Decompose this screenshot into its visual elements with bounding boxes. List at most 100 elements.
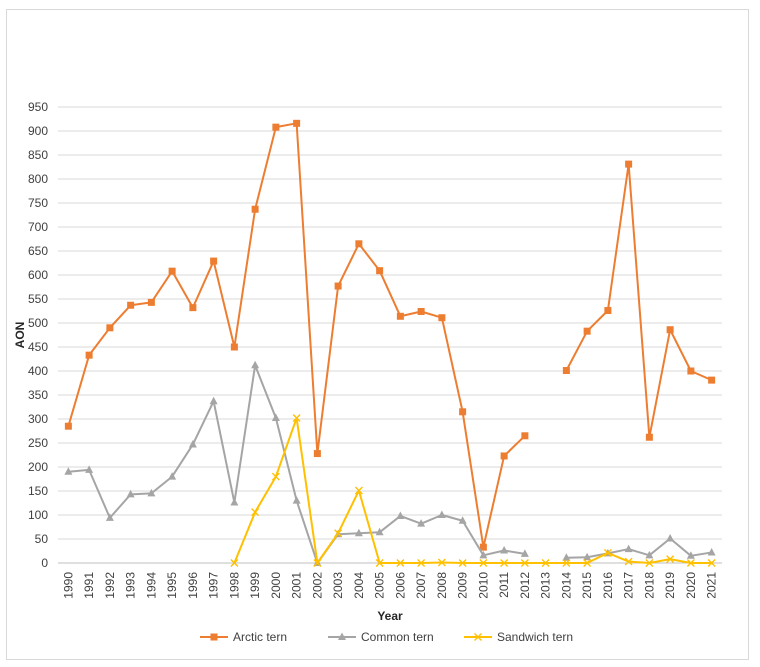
- x-tick-label: 1992: [103, 572, 117, 599]
- gridlines: [58, 106, 722, 564]
- data-point: [376, 267, 384, 275]
- y-tick-label: 400: [28, 364, 48, 378]
- data-point: [583, 327, 591, 335]
- data-point: [85, 351, 93, 359]
- data-point: [188, 439, 197, 448]
- x-axis-ticks: 1990 1991 1992 1993 1994 1995 1996 1997 1998 1999…: [61, 572, 718, 599]
- y-tick-label: 250: [28, 436, 48, 450]
- y-tick-label: 600: [28, 268, 48, 282]
- data-point: [666, 555, 675, 564]
- series-group: [64, 119, 716, 567]
- data-point: [500, 452, 508, 460]
- data-point: [251, 205, 259, 213]
- data-point: [147, 298, 155, 306]
- y-tick-label: 350: [28, 388, 48, 402]
- data-point: [251, 508, 260, 517]
- data-point: [168, 472, 177, 480]
- data-point: [583, 559, 592, 567]
- x-tick-label: 1995: [165, 572, 179, 599]
- x-tick-label: 2005: [373, 572, 387, 599]
- x-tick-label: 2011: [497, 572, 511, 598]
- x-tick-label: 1998: [227, 572, 241, 599]
- x-tick-label: 2018: [642, 572, 656, 599]
- series-line: [233, 417, 712, 564]
- legend-item: Arctic tern: [200, 630, 287, 644]
- data-point: [355, 240, 363, 248]
- x-tick-label: 1999: [248, 572, 262, 599]
- data-point: [209, 396, 218, 405]
- legend-label: Sandwich tern: [497, 630, 573, 644]
- y-tick-label: 750: [28, 196, 48, 210]
- y-tick-label: 700: [28, 220, 48, 234]
- data-point: [479, 559, 488, 567]
- y-tick-label: 300: [28, 412, 48, 426]
- x-tick-label: 2004: [352, 572, 366, 599]
- data-point: [686, 551, 695, 559]
- data-point: [500, 559, 509, 567]
- x-tick-label: 2013: [539, 572, 553, 599]
- y-tick-label: 850: [28, 148, 48, 162]
- data-point: [230, 498, 239, 506]
- y-tick-label: 550: [28, 292, 48, 306]
- data-point: [459, 408, 467, 416]
- data-point: [645, 559, 654, 567]
- x-tick-label: 2016: [601, 572, 615, 599]
- x-tick-label: 1993: [124, 572, 138, 599]
- x-tick-label: 1996: [186, 572, 200, 599]
- y-tick-label: 450: [28, 340, 48, 354]
- data-point: [686, 559, 695, 567]
- series-line: [565, 163, 713, 439]
- x-tick-label: 1991: [82, 572, 96, 599]
- data-point: [293, 119, 301, 127]
- y-tick-label: 900: [28, 124, 48, 138]
- y-tick-label: 150: [28, 484, 48, 498]
- data-point: [520, 549, 529, 557]
- data-point: [64, 422, 72, 430]
- series-sandwich-tern: [230, 414, 716, 567]
- data-point: [708, 376, 716, 384]
- data-point: [707, 547, 716, 556]
- series-line: [67, 122, 526, 549]
- x-tick-label: 2006: [393, 572, 407, 599]
- data-point: [189, 304, 197, 312]
- legend: Arctic tern Common tern Sandwich tern: [200, 630, 573, 644]
- data-point: [313, 450, 321, 458]
- data-point: [666, 326, 674, 334]
- data-point: [334, 529, 343, 538]
- data-point: [272, 123, 280, 131]
- data-point: [583, 552, 592, 561]
- y-axis-ticks: 0 50 100 150 200 250 300 350 400 450 500 550 600 650 7…: [28, 100, 48, 570]
- x-tick-label: 1997: [207, 572, 221, 599]
- data-point: [417, 307, 425, 315]
- y-tick-label: 800: [28, 172, 48, 186]
- x-axis-title: Year: [377, 609, 403, 623]
- y-tick-label: 50: [35, 532, 49, 546]
- series-common-tern: [64, 360, 716, 566]
- data-point: [458, 559, 467, 567]
- x-tick-label: 2010: [476, 572, 490, 599]
- y-tick-label: 100: [28, 508, 48, 522]
- data-point: [375, 559, 384, 567]
- data-point: [230, 343, 238, 351]
- data-point: [625, 160, 633, 168]
- x-tick-label: 2007: [414, 572, 428, 599]
- series-arctic-tern: [64, 119, 716, 551]
- data-point: [458, 516, 467, 524]
- legend-label: Arctic tern: [233, 630, 287, 644]
- data-point: [645, 550, 654, 559]
- data-point: [354, 486, 363, 495]
- data-point: [85, 465, 94, 473]
- data-point: [479, 550, 488, 559]
- data-point: [292, 414, 301, 423]
- y-tick-label: 950: [28, 100, 48, 114]
- data-point: [562, 559, 571, 567]
- legend-item: Common tern: [328, 630, 434, 644]
- data-point: [500, 546, 509, 554]
- data-point: [521, 432, 529, 440]
- data-point: [437, 510, 446, 518]
- data-point: [474, 633, 482, 641]
- data-point: [396, 511, 405, 519]
- x-tick-label: 2000: [269, 572, 283, 599]
- data-point: [396, 559, 405, 567]
- data-point: [645, 433, 653, 441]
